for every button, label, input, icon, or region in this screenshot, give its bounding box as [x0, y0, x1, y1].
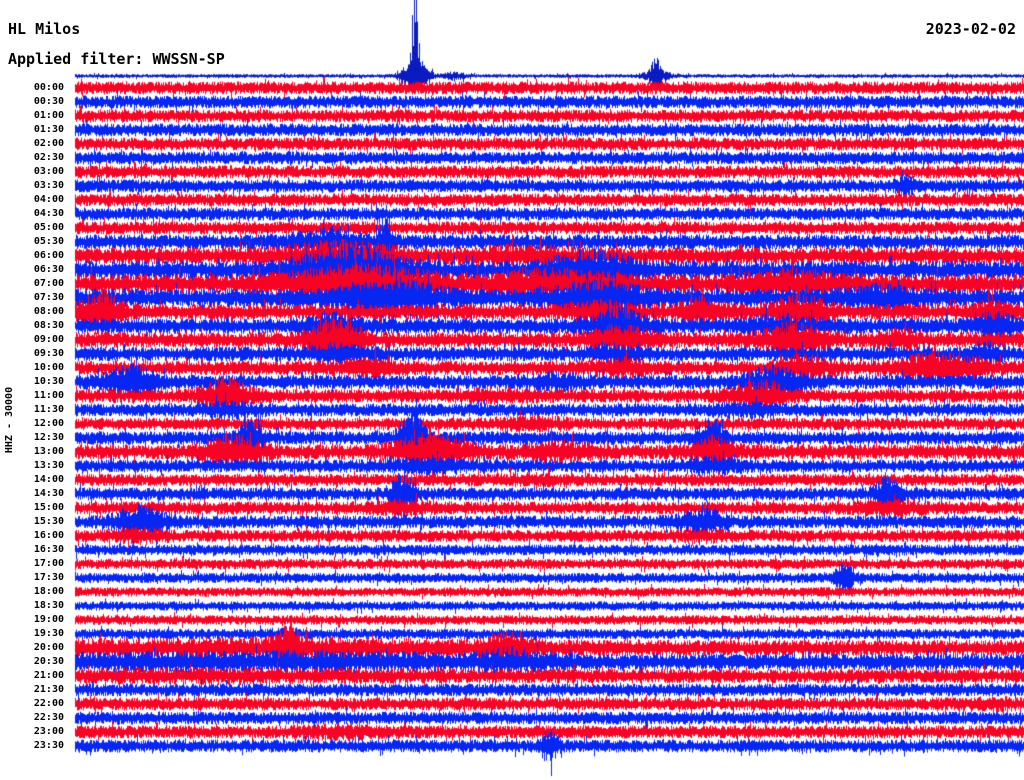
time-label: 04:00: [33, 194, 64, 205]
time-label: 19:30: [33, 628, 64, 639]
time-label: 15:30: [33, 516, 64, 527]
time-label: 08:30: [33, 320, 64, 331]
time-label: 11:30: [33, 404, 64, 415]
time-label: 15:00: [33, 502, 64, 513]
time-label: 20:30: [33, 656, 64, 667]
time-label: 03:30: [33, 180, 64, 191]
time-label: 05:30: [33, 236, 64, 247]
time-label: 22:30: [33, 712, 64, 723]
time-label: 10:00: [33, 362, 64, 373]
time-label: 18:00: [33, 586, 64, 597]
time-label: 00:30: [33, 96, 64, 107]
time-label: 10:30: [33, 376, 64, 387]
time-label: 19:00: [33, 614, 64, 625]
time-label: 21:30: [33, 684, 64, 695]
time-label: 09:30: [33, 348, 64, 359]
time-label: 03:00: [33, 166, 64, 177]
time-label: 14:30: [33, 488, 64, 499]
time-label: 05:00: [33, 222, 64, 233]
time-label: 06:00: [33, 250, 64, 261]
time-label: 00:00: [33, 82, 64, 93]
time-label: 08:00: [33, 306, 64, 317]
time-label: 23:30: [33, 740, 64, 751]
time-label: 07:30: [33, 292, 64, 303]
time-label: 17:00: [33, 558, 64, 569]
time-label: 20:00: [33, 642, 64, 653]
time-label: 04:30: [33, 208, 64, 219]
time-label: 18:30: [33, 600, 64, 611]
time-label: 13:30: [33, 460, 64, 471]
time-label: 21:00: [33, 670, 64, 681]
time-label: 16:00: [33, 530, 64, 541]
time-label: 12:00: [33, 418, 64, 429]
time-label: 06:30: [33, 264, 64, 275]
time-label: 01:30: [33, 124, 64, 135]
time-label: 01:00: [33, 110, 64, 121]
time-label: 11:00: [33, 390, 64, 401]
time-label: 13:00: [33, 446, 64, 457]
time-label: 02:00: [33, 138, 64, 149]
time-label: 09:00: [33, 334, 64, 345]
time-label: 02:30: [33, 152, 64, 163]
time-label: 07:00: [33, 278, 64, 289]
filter-label: Applied filter: WWSSN-SP: [8, 50, 225, 68]
time-label: 22:00: [33, 698, 64, 709]
time-label: 12:30: [33, 432, 64, 443]
time-label: 17:30: [33, 572, 64, 583]
time-label: 14:00: [33, 474, 64, 485]
station-name: HL Milos: [8, 20, 81, 38]
time-label: 16:30: [33, 544, 64, 555]
time-label: 23:00: [33, 726, 64, 737]
date-label: 2023-02-02: [925, 20, 1016, 38]
